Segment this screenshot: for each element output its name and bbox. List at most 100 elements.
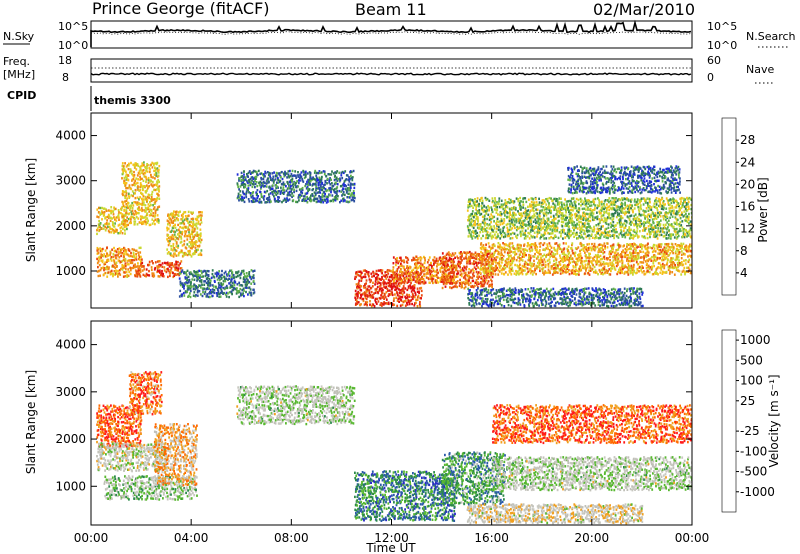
- range-cell: [98, 206, 100, 210]
- range-cell: [124, 205, 126, 209]
- range-cell: [219, 295, 222, 298]
- range-cell: [253, 197, 256, 200]
- range-cell: [451, 275, 454, 278]
- range-cell: [251, 185, 254, 189]
- range-cell: [165, 262, 167, 265]
- range-cell: [124, 222, 127, 225]
- range-cell: [248, 180, 251, 183]
- range-cell: [323, 198, 326, 201]
- range-cell: [410, 281, 412, 285]
- range-cell: [175, 273, 178, 276]
- range-cell: [351, 192, 353, 195]
- range-cell: [687, 255, 689, 258]
- range-cell: [144, 185, 146, 188]
- range-cell: [410, 274, 412, 277]
- range-cell: [599, 247, 602, 250]
- range-cell: [333, 188, 336, 191]
- range-cell: [113, 246, 115, 250]
- range-cell: [452, 276, 455, 280]
- range-cell: [402, 280, 404, 284]
- range-cell: [121, 260, 124, 263]
- range-cell: [565, 268, 567, 272]
- range-cell: [583, 260, 586, 263]
- range-cell: [183, 218, 186, 221]
- range-cell: [588, 255, 591, 258]
- range-cell: [133, 201, 136, 204]
- range-cell: [177, 254, 180, 257]
- range-cell: [412, 258, 415, 262]
- range-cell: [318, 195, 320, 198]
- range-cell: [226, 273, 228, 276]
- range-cell: [284, 173, 287, 177]
- range-cell: [249, 288, 252, 291]
- range-cell: [109, 270, 112, 273]
- range-cell: [309, 179, 312, 183]
- range-cell: [491, 234, 494, 237]
- range-cell: [496, 201, 498, 204]
- range-cell: [121, 251, 124, 255]
- range-cell: [534, 267, 536, 270]
- range-cell: [542, 243, 545, 247]
- range-cell: [396, 280, 399, 283]
- range-cell: [495, 230, 498, 234]
- range-cell: [615, 255, 618, 259]
- range-cell: [122, 172, 125, 175]
- range-cell: [179, 210, 181, 213]
- range-cell: [477, 282, 480, 285]
- range-cell: [619, 266, 621, 270]
- range-cell: [269, 200, 271, 204]
- range-cell: [505, 205, 508, 208]
- range-cell: [301, 179, 304, 182]
- range-cell: [310, 194, 312, 197]
- range-cell: [99, 255, 102, 258]
- range-cell: [306, 201, 309, 204]
- range-cell: [651, 267, 654, 270]
- range-cell: [209, 279, 212, 282]
- range-cell: [245, 190, 248, 193]
- range-cell: [672, 261, 674, 264]
- range-cell: [552, 263, 555, 266]
- range-cell: [412, 268, 415, 272]
- range-cell: [465, 281, 467, 285]
- range-cell: [178, 295, 181, 298]
- range-cell: [277, 196, 279, 199]
- range-cell: [155, 198, 158, 201]
- range-cell: [467, 274, 469, 278]
- range-cell: [417, 257, 420, 260]
- range-cell: [399, 264, 402, 268]
- range-cell: [260, 184, 263, 187]
- range-cell: [439, 279, 442, 282]
- range-cell: [475, 204, 477, 207]
- range-cell: [253, 291, 256, 294]
- range-cell: [239, 276, 242, 280]
- range-cell: [599, 254, 602, 258]
- range-cell: [202, 270, 204, 273]
- range-cell: [398, 256, 401, 260]
- range-cell: [130, 204, 133, 208]
- range-cell: [480, 247, 483, 251]
- range-cell: [496, 223, 499, 227]
- range-cell: [555, 264, 558, 267]
- range-cell: [271, 187, 274, 190]
- range-cell: [308, 188, 311, 191]
- range-cell: [480, 237, 483, 240]
- range-cell: [623, 244, 625, 247]
- range-cell: [200, 214, 203, 217]
- range-cell: [590, 260, 593, 263]
- range-cell: [629, 247, 631, 250]
- range-cell: [148, 263, 151, 266]
- range-cell: [631, 252, 634, 255]
- range-cell: [140, 164, 143, 168]
- range-cell: [186, 219, 189, 222]
- range-cell: [496, 266, 499, 270]
- range-cell: [400, 292, 403, 295]
- range-cell: [486, 223, 489, 226]
- range-cell: [141, 261, 144, 265]
- range-cell: [470, 254, 472, 257]
- range-cell: [618, 254, 620, 257]
- range-cell: [166, 238, 168, 241]
- range-cell: [154, 162, 157, 165]
- range-cell: [396, 284, 399, 288]
- range-cell: [385, 291, 388, 294]
- range-cell: [289, 194, 292, 197]
